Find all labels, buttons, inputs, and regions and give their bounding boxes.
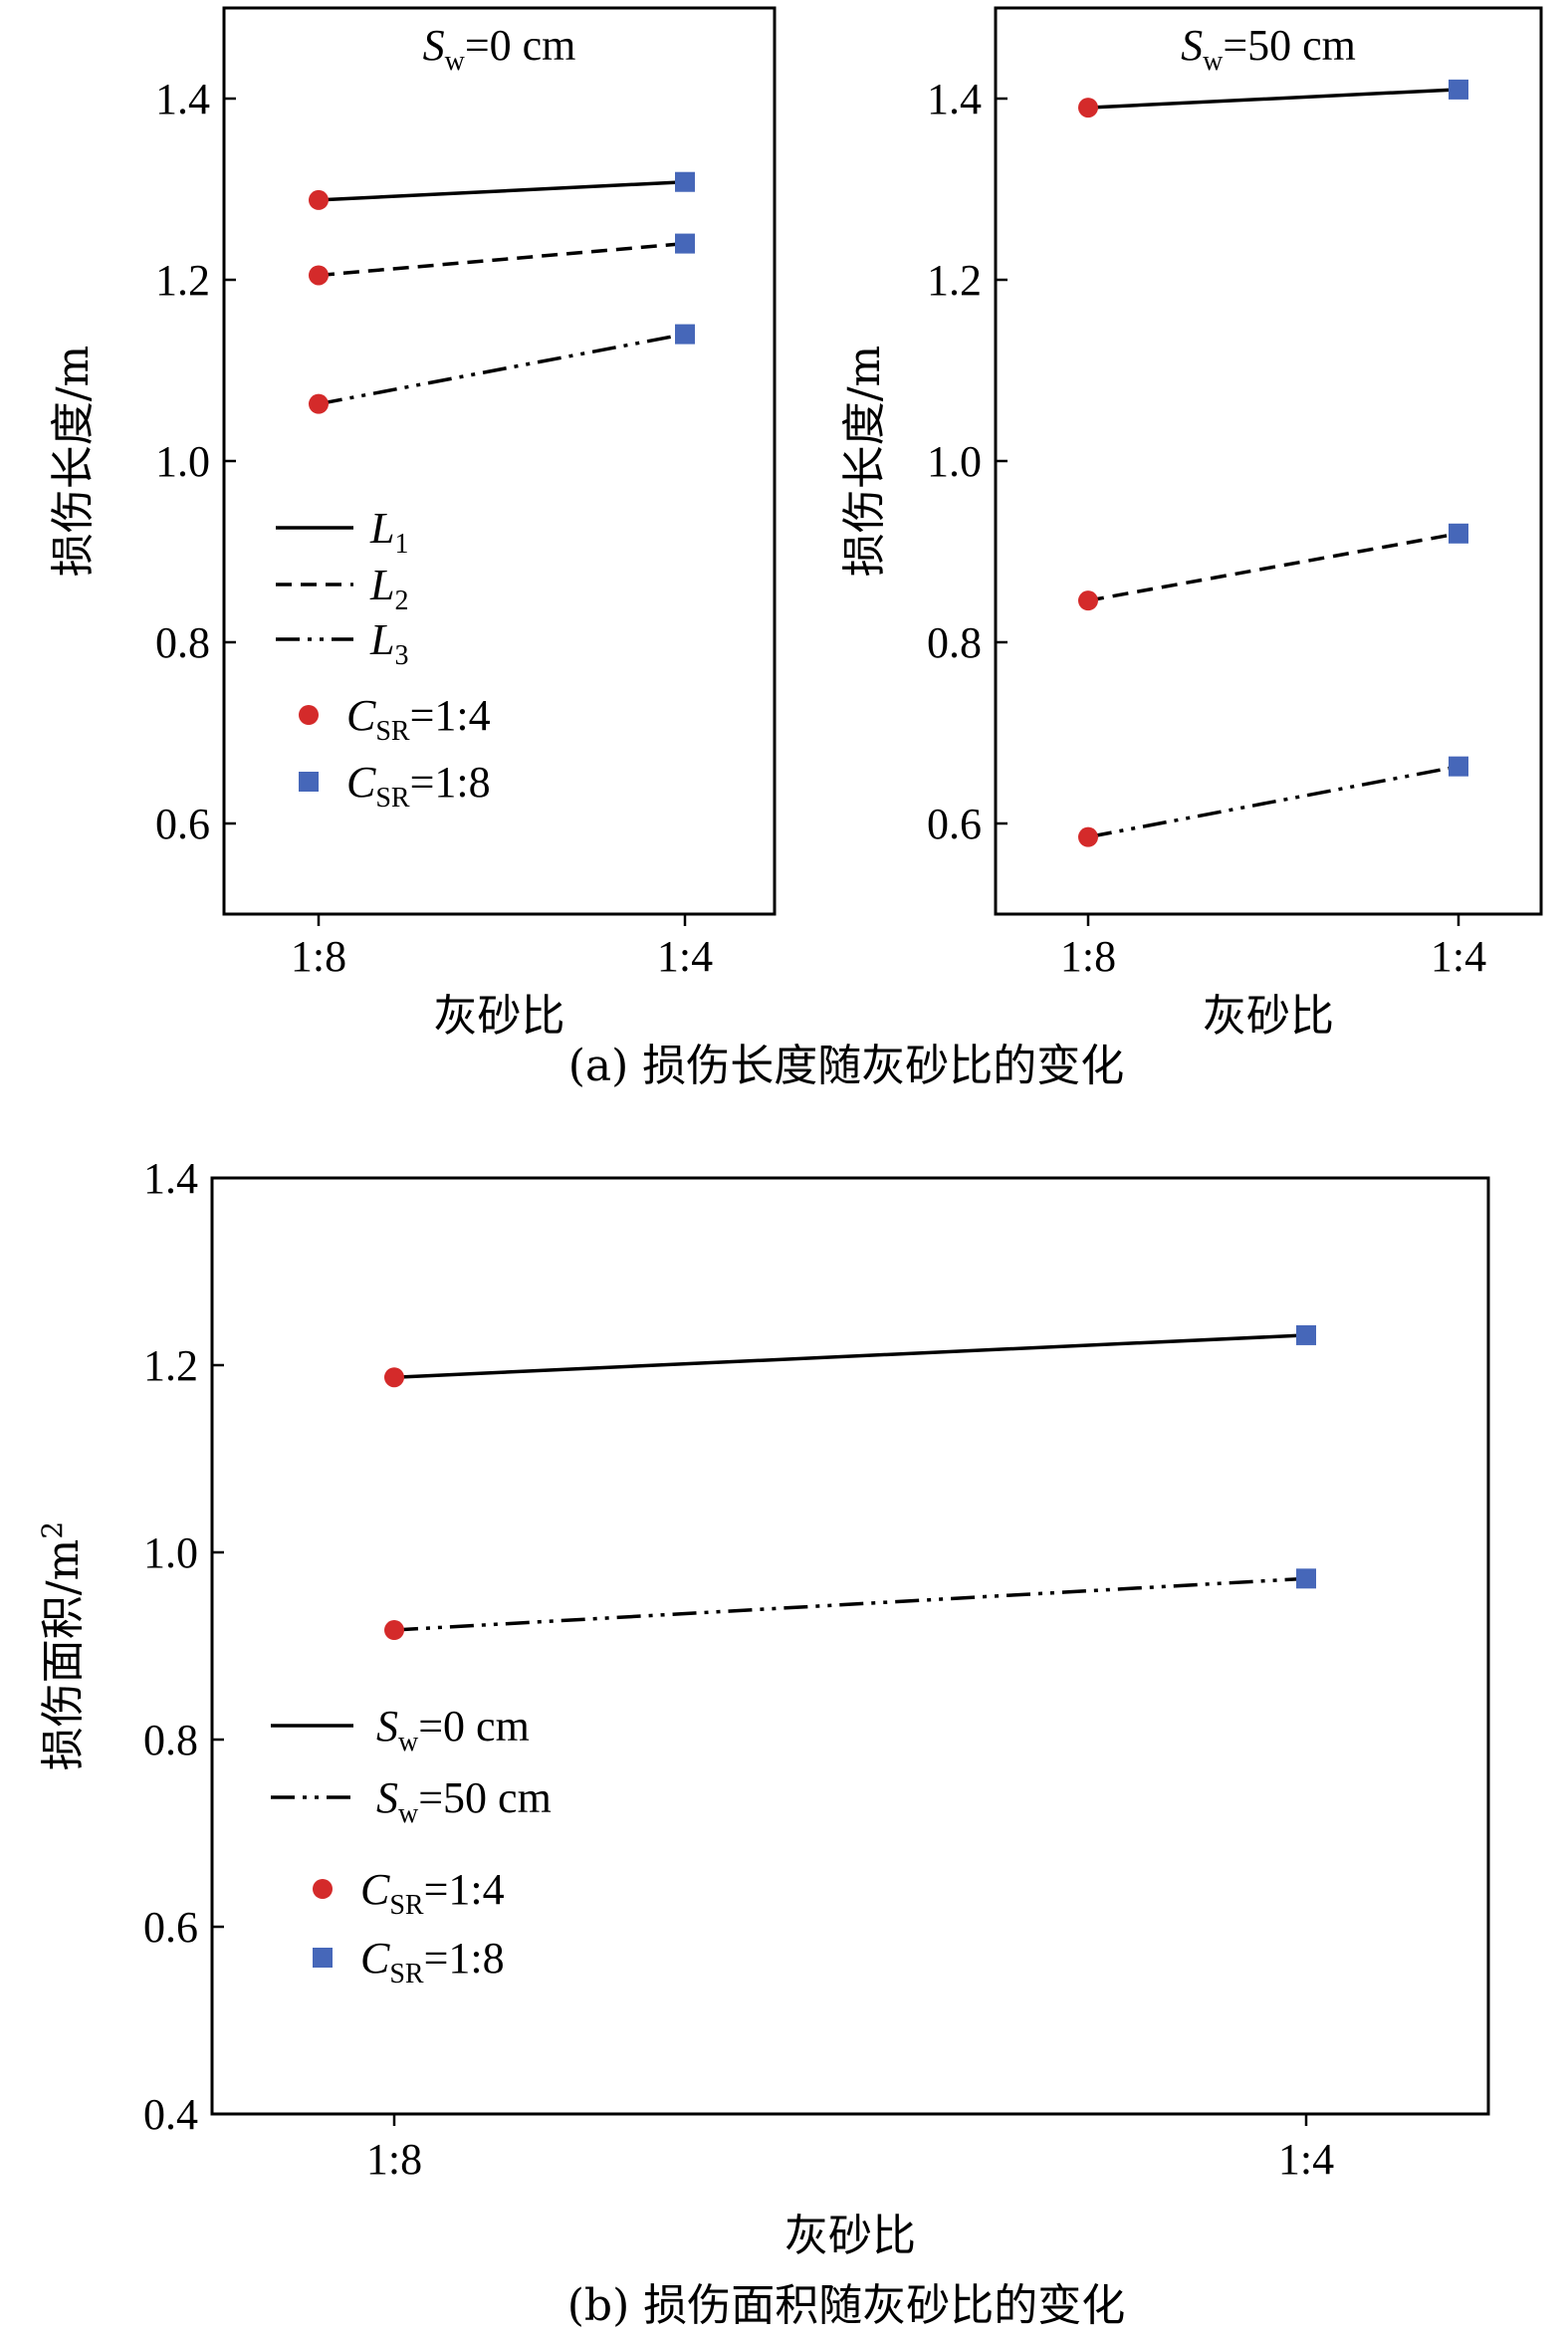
legend-label: Sw=50 cm xyxy=(376,1773,552,1829)
data-point-circle xyxy=(309,393,329,414)
panel-a-right-chart: 0.6 0.8 1.0 1.2 1.4 1:8 1:4 灰砂比 损伤长度/m Sw=50 cm xyxy=(839,6,1543,1042)
series-line xyxy=(1087,764,1459,839)
y-tick-label: 1.0 xyxy=(155,437,210,486)
y-tick-label: 0.8 xyxy=(927,618,982,667)
data-point-circle xyxy=(384,1620,404,1641)
y-tick-label: 0.6 xyxy=(927,800,982,848)
caption-a: (a) 损伤长度随灰砂比的变化 xyxy=(568,1041,1125,1091)
data-point-square xyxy=(1296,1324,1316,1345)
legend-label: CSR=1:8 xyxy=(346,758,491,814)
legend-marker-circle xyxy=(313,1879,333,1899)
legend-label: L3 xyxy=(369,615,408,671)
panel-title: Sw=50 cm xyxy=(1181,21,1356,77)
legend-marker-square xyxy=(313,1948,333,1968)
series-line xyxy=(318,332,686,406)
legend-label: CSR=1:4 xyxy=(360,1865,505,1921)
y-tick-label: 1.0 xyxy=(143,1528,198,1577)
y-tick-label: 1.2 xyxy=(143,1341,198,1390)
x-tick-label: 1:8 xyxy=(366,2135,422,2184)
data-point-circle xyxy=(1078,826,1098,847)
plot-frame xyxy=(210,1176,1490,2116)
data-point-square xyxy=(1449,79,1468,100)
legend-label: CSR=1:8 xyxy=(360,1934,505,1989)
x-axis-title: 灰砂比 xyxy=(784,2211,916,2261)
y-tick-label: 1.2 xyxy=(155,256,210,305)
legend-label: L1 xyxy=(369,504,408,560)
y-tick-label: 1.4 xyxy=(155,75,210,123)
y-tick-label: 0.8 xyxy=(155,618,210,667)
y-tick-label: 1.4 xyxy=(927,75,982,123)
panel-b-chart: 0.4 0.6 0.8 1.0 1.2 1.4 1:8 1:4 灰砂比 损伤面积/m2 Sw=0 c… xyxy=(36,1154,1490,2261)
legend-label: L2 xyxy=(369,561,408,616)
legend-marker-square xyxy=(299,772,319,792)
y-tick-label: 0.6 xyxy=(143,1903,198,1952)
series-line xyxy=(318,179,686,202)
legend-label: CSR=1:4 xyxy=(346,691,491,747)
y-tick-label: 0.8 xyxy=(143,1716,198,1764)
data-point-square xyxy=(675,171,695,192)
data-point-circle xyxy=(1078,590,1098,611)
plot-frame xyxy=(994,6,1543,916)
caption-b: (b) 损伤面积随灰砂比的变化 xyxy=(567,2280,1125,2331)
data-point-square xyxy=(675,233,695,254)
x-tick-label: 1:4 xyxy=(1431,932,1486,981)
data-point-square xyxy=(1449,523,1468,544)
x-tick-label: 1:4 xyxy=(657,932,713,981)
y-tick-label: 1.2 xyxy=(927,256,982,305)
x-tick-label: 1:8 xyxy=(1060,932,1116,981)
y-tick-label: 0.4 xyxy=(143,2090,198,2139)
data-point-square xyxy=(1296,1568,1316,1589)
y-axis-title: 损伤长度/m xyxy=(48,346,99,578)
data-point-circle xyxy=(309,189,329,210)
data-point-circle xyxy=(384,1367,404,1388)
data-point-circle xyxy=(1078,98,1098,118)
x-axis-title: 灰砂比 xyxy=(434,991,565,1042)
x-tick-label: 1:4 xyxy=(1278,2135,1334,2184)
series-line xyxy=(393,1576,1307,1632)
y-tick-label: 1.4 xyxy=(143,1154,198,1203)
x-tick-label: 1:8 xyxy=(291,932,346,981)
y-tick-label: 1.0 xyxy=(927,437,982,486)
data-point-square xyxy=(675,324,695,345)
y-axis-title: 损伤长度/m xyxy=(839,346,890,578)
series-line xyxy=(393,1333,1307,1379)
series-line xyxy=(318,241,686,278)
data-point-circle xyxy=(309,265,329,286)
legend-label: Sw=0 cm xyxy=(376,1702,530,1757)
series-line xyxy=(1087,88,1459,110)
y-tick-label: 0.6 xyxy=(155,800,210,848)
x-axis-title: 灰砂比 xyxy=(1203,991,1334,1042)
series-line xyxy=(1087,532,1459,602)
legend-marker-circle xyxy=(299,705,319,725)
data-point-square xyxy=(1449,756,1468,777)
panel-title: Sw=0 cm xyxy=(423,21,576,77)
y-axis-title: 损伤面积/m2 xyxy=(36,1521,89,1770)
